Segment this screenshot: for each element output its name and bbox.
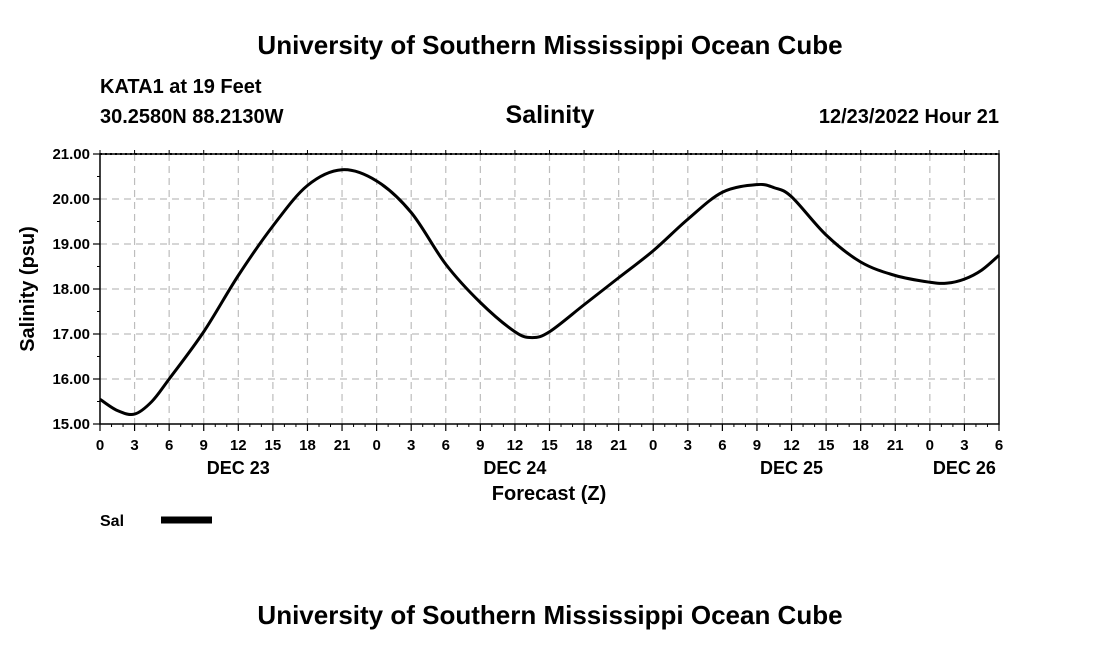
- x-tick-label: 12: [230, 437, 247, 454]
- x-tick-label: 9: [476, 437, 484, 454]
- x-tick-label: 3: [407, 437, 415, 454]
- y-tick-label: 17.00: [52, 326, 90, 343]
- footer-title: University of Southern Mississippi Ocean…: [257, 600, 843, 630]
- x-axis-label: Forecast (Z): [492, 483, 606, 505]
- series-line-sal: [99, 168, 1000, 417]
- x-tick-label: 18: [852, 437, 869, 454]
- station-label: KATA1 at 19 Feet: [100, 76, 262, 98]
- x-tick-label: 9: [753, 437, 761, 454]
- x-tick-label: 21: [334, 437, 351, 454]
- x-tick-label: 15: [818, 437, 835, 454]
- y-tick-label: 15.00: [52, 416, 90, 433]
- x-tick-label: 12: [507, 437, 524, 454]
- x-tick-label: 12: [783, 437, 800, 454]
- x-tick-label: 0: [926, 437, 934, 454]
- x-tick-label: 6: [995, 437, 1003, 454]
- x-tick-label: 0: [372, 437, 380, 454]
- x-tick-label: 0: [649, 437, 657, 454]
- y-tick-label: 19.00: [52, 236, 90, 253]
- x-tick-label: 6: [718, 437, 726, 454]
- chart-title: Salinity: [505, 101, 595, 129]
- day-label: DEC 23: [207, 458, 270, 478]
- x-tick-label: 15: [265, 437, 282, 454]
- x-tick-label: 3: [130, 437, 138, 454]
- y-tick-label: 20.00: [52, 191, 90, 208]
- legend-label: Sal: [100, 513, 124, 530]
- x-tick-label: 15: [541, 437, 558, 454]
- x-tick-label: 18: [576, 437, 593, 454]
- x-tick-label: 18: [299, 437, 316, 454]
- x-tick-label: 21: [887, 437, 904, 454]
- x-tick-label: 9: [200, 437, 208, 454]
- plot-frame: [99, 153, 1000, 425]
- x-tick-label: 3: [684, 437, 692, 454]
- x-tick-label: 21: [610, 437, 627, 454]
- x-tick-label: 3: [960, 437, 968, 454]
- x-tick-label: 0: [96, 437, 104, 454]
- salinity-chart: 0 3 6 9 12 15 18 21 0 3 6 9 12 15 18 21 0 3 6 9 12 15 18 21 0 3 6 1…: [17, 146, 1003, 530]
- y-tick-label: 21.00: [52, 146, 90, 163]
- day-label: DEC 25: [760, 458, 823, 478]
- y-tick-label: 16.00: [52, 371, 90, 388]
- x-tick-label: 6: [442, 437, 450, 454]
- coordinates-label: 30.2580N 88.2130W: [100, 106, 284, 128]
- y-tick-label: 18.00: [52, 281, 90, 298]
- day-label: DEC 26: [933, 458, 996, 478]
- x-tick-label: 6: [165, 437, 173, 454]
- page-title: University of Southern Mississippi Ocean…: [257, 30, 843, 60]
- day-label: DEC 24: [483, 458, 546, 478]
- y-axis-label: Salinity (psu): [17, 226, 39, 352]
- timestamp-label: 12/23/2022 Hour 21: [818, 106, 999, 128]
